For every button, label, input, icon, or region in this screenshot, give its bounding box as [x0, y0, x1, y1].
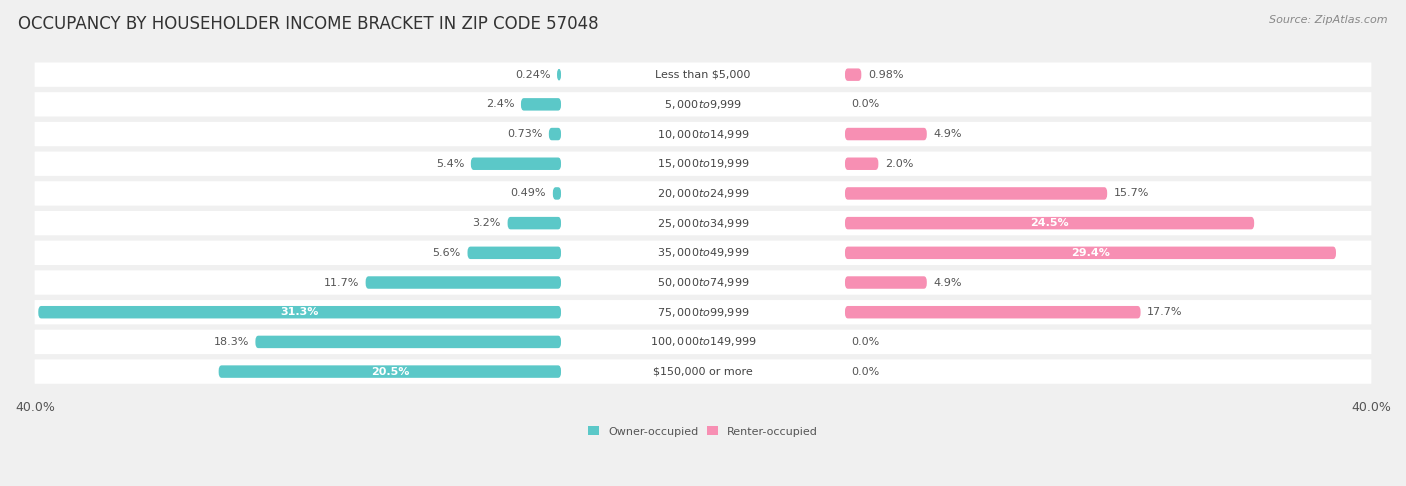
Text: OCCUPANCY BY HOUSEHOLDER INCOME BRACKET IN ZIP CODE 57048: OCCUPANCY BY HOUSEHOLDER INCOME BRACKET …: [18, 15, 599, 33]
FancyBboxPatch shape: [561, 69, 845, 81]
FancyBboxPatch shape: [561, 365, 845, 378]
FancyBboxPatch shape: [508, 217, 561, 229]
FancyBboxPatch shape: [35, 63, 1371, 87]
FancyBboxPatch shape: [38, 306, 561, 318]
FancyBboxPatch shape: [561, 246, 845, 259]
Text: $150,000 or more: $150,000 or more: [654, 366, 752, 377]
FancyBboxPatch shape: [35, 360, 1371, 384]
FancyBboxPatch shape: [561, 187, 845, 200]
Text: 0.0%: 0.0%: [852, 99, 880, 109]
FancyBboxPatch shape: [845, 246, 1336, 259]
Text: $75,000 to $99,999: $75,000 to $99,999: [657, 306, 749, 319]
FancyBboxPatch shape: [845, 157, 879, 170]
FancyBboxPatch shape: [845, 217, 1254, 229]
Text: Source: ZipAtlas.com: Source: ZipAtlas.com: [1270, 15, 1388, 25]
FancyBboxPatch shape: [561, 128, 845, 140]
Text: 3.2%: 3.2%: [472, 218, 501, 228]
Text: 0.49%: 0.49%: [510, 189, 546, 198]
FancyBboxPatch shape: [561, 276, 845, 289]
FancyBboxPatch shape: [845, 306, 1140, 318]
FancyBboxPatch shape: [35, 92, 1371, 117]
Text: 0.0%: 0.0%: [852, 337, 880, 347]
FancyBboxPatch shape: [561, 157, 845, 170]
FancyBboxPatch shape: [557, 69, 561, 81]
Text: 17.7%: 17.7%: [1147, 307, 1182, 317]
Text: $10,000 to $14,999: $10,000 to $14,999: [657, 127, 749, 140]
FancyBboxPatch shape: [561, 217, 845, 229]
Text: 29.4%: 29.4%: [1071, 248, 1109, 258]
Text: 0.0%: 0.0%: [852, 366, 880, 377]
Text: 4.9%: 4.9%: [934, 129, 962, 139]
FancyBboxPatch shape: [256, 336, 561, 348]
Text: Less than $5,000: Less than $5,000: [655, 69, 751, 80]
Text: 20.5%: 20.5%: [371, 366, 409, 377]
Text: 15.7%: 15.7%: [1114, 189, 1149, 198]
Text: 2.4%: 2.4%: [485, 99, 515, 109]
FancyBboxPatch shape: [219, 365, 561, 378]
FancyBboxPatch shape: [561, 98, 845, 111]
FancyBboxPatch shape: [845, 187, 1107, 200]
Text: $5,000 to $9,999: $5,000 to $9,999: [664, 98, 742, 111]
FancyBboxPatch shape: [35, 241, 1371, 265]
Text: $20,000 to $24,999: $20,000 to $24,999: [657, 187, 749, 200]
FancyBboxPatch shape: [845, 128, 927, 140]
Text: 31.3%: 31.3%: [280, 307, 319, 317]
Text: $100,000 to $149,999: $100,000 to $149,999: [650, 335, 756, 348]
FancyBboxPatch shape: [35, 122, 1371, 146]
FancyBboxPatch shape: [561, 336, 845, 348]
Text: 11.7%: 11.7%: [323, 278, 359, 288]
Text: 5.6%: 5.6%: [433, 248, 461, 258]
FancyBboxPatch shape: [35, 211, 1371, 235]
FancyBboxPatch shape: [35, 300, 1371, 324]
FancyBboxPatch shape: [468, 246, 561, 259]
FancyBboxPatch shape: [561, 306, 845, 318]
FancyBboxPatch shape: [471, 157, 561, 170]
FancyBboxPatch shape: [522, 98, 561, 111]
Text: 18.3%: 18.3%: [214, 337, 249, 347]
Text: 0.98%: 0.98%: [868, 69, 904, 80]
Text: 2.0%: 2.0%: [884, 159, 914, 169]
Legend: Owner-occupied, Renter-occupied: Owner-occupied, Renter-occupied: [583, 422, 823, 441]
FancyBboxPatch shape: [35, 330, 1371, 354]
FancyBboxPatch shape: [845, 276, 927, 289]
FancyBboxPatch shape: [553, 187, 561, 200]
FancyBboxPatch shape: [35, 270, 1371, 295]
Text: $35,000 to $49,999: $35,000 to $49,999: [657, 246, 749, 260]
Text: 24.5%: 24.5%: [1031, 218, 1069, 228]
Text: $50,000 to $74,999: $50,000 to $74,999: [657, 276, 749, 289]
Text: 0.73%: 0.73%: [506, 129, 543, 139]
Text: $25,000 to $34,999: $25,000 to $34,999: [657, 217, 749, 229]
FancyBboxPatch shape: [35, 152, 1371, 176]
FancyBboxPatch shape: [548, 128, 561, 140]
Text: 0.24%: 0.24%: [515, 69, 550, 80]
Text: 4.9%: 4.9%: [934, 278, 962, 288]
Text: $15,000 to $19,999: $15,000 to $19,999: [657, 157, 749, 170]
FancyBboxPatch shape: [35, 181, 1371, 206]
FancyBboxPatch shape: [845, 69, 862, 81]
FancyBboxPatch shape: [366, 276, 561, 289]
Text: 5.4%: 5.4%: [436, 159, 464, 169]
